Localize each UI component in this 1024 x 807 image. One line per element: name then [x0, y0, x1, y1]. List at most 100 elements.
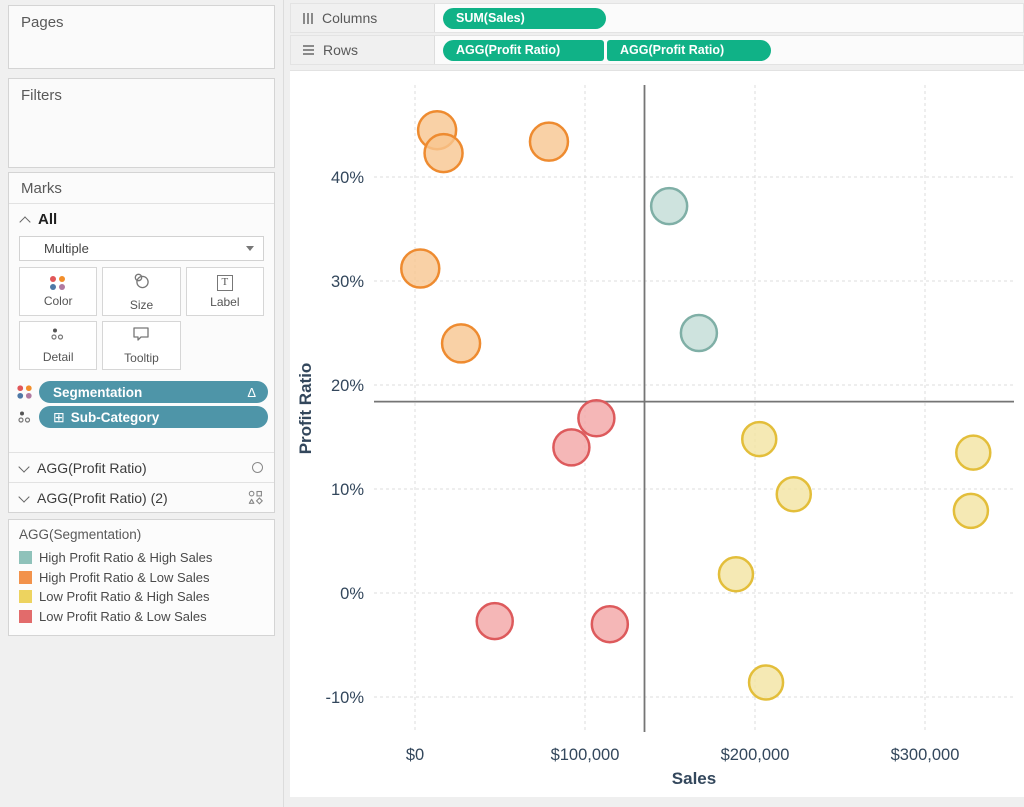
legend-swatch [19, 551, 32, 564]
agg-profit-ratio-section[interactable]: AGG(Profit Ratio) [9, 452, 274, 482]
detail-button[interactable]: Detail [19, 321, 97, 370]
collapse-chevron-icon[interactable] [19, 216, 30, 227]
data-point[interactable] [956, 436, 990, 470]
segmentation-pill-label: Segmentation [53, 385, 142, 400]
y-axis-tick-label: 20% [331, 377, 364, 395]
expand-plus-icon[interactable]: ⊞ [53, 409, 65, 426]
expand-chevron-icon[interactable] [18, 461, 29, 472]
y-axis-tick-label: 30% [331, 273, 364, 291]
legend-item-label: High Profit Ratio & High Sales [39, 550, 212, 565]
agg-profit-ratio-label: AGG(Profit Ratio) [37, 460, 147, 476]
legend-swatch [19, 610, 32, 623]
dropdown-arrow-icon[interactable] [246, 246, 254, 251]
legend-item[interactable]: Low Profit Ratio & Low Sales [19, 607, 264, 627]
size-button-label: Size [130, 298, 153, 312]
circle-shape-icon [252, 462, 263, 473]
color-icon [15, 385, 35, 399]
y-axis-tick-label: 40% [331, 169, 364, 187]
data-point[interactable] [442, 324, 480, 362]
legend-item[interactable]: High Profit Ratio & Low Sales [19, 568, 264, 588]
marks-pills: Segmentation Δ ⊞ Sub-Category [15, 381, 268, 428]
color-icon [50, 276, 66, 290]
legend-item[interactable]: High Profit Ratio & High Sales [19, 548, 264, 568]
legend-swatch [19, 590, 32, 603]
color-button[interactable]: Color [19, 267, 97, 316]
data-point[interactable] [592, 606, 628, 642]
rows-icon [303, 45, 314, 55]
mark-type-value: Multiple [44, 241, 89, 256]
side-panel: Pages Filters Marks All Multiple Color [0, 0, 284, 807]
scatter-plot: 40%30%20%10%0%-10%$0$100,000$200,000$300… [290, 71, 1024, 798]
color-legend-card: AGG(Segmentation) High Profit Ratio & Hi… [8, 519, 275, 636]
columns-shelf-label: Columns [291, 4, 435, 32]
filters-shelf-title: Filters [9, 79, 274, 110]
subcategory-pill-row: ⊞ Sub-Category [15, 406, 268, 428]
rows-shelf-pills: AGG(Profit Ratio) AGG(Profit Ratio) [435, 36, 1023, 64]
columns-icon [303, 13, 313, 24]
segmentation-pill-row: Segmentation Δ [15, 381, 268, 403]
data-point[interactable] [777, 477, 811, 511]
x-axis-tick-label: $100,000 [551, 746, 620, 764]
sum-sales-pill[interactable]: SUM(Sales) [443, 8, 606, 29]
rows-shelf-text: Rows [323, 42, 358, 58]
label-button-label: Label [210, 295, 239, 309]
data-point[interactable] [553, 429, 589, 465]
data-point[interactable] [681, 315, 717, 351]
data-point[interactable] [477, 603, 513, 639]
columns-shelf-text: Columns [322, 10, 377, 26]
tooltip-button[interactable]: Tooltip [102, 321, 180, 370]
tableau-workspace: Pages Filters Marks All Multiple Color [0, 0, 1024, 807]
data-point[interactable] [719, 557, 753, 591]
x-axis-title: Sales [672, 769, 716, 788]
size-button[interactable]: Size [102, 267, 180, 316]
agg-profit-ratio-pill-2[interactable]: AGG(Profit Ratio) [607, 40, 771, 61]
data-point[interactable] [578, 400, 614, 436]
data-point[interactable] [401, 250, 439, 288]
expand-chevron-icon[interactable] [18, 491, 29, 502]
color-button-label: Color [44, 294, 73, 308]
shapes-icon [248, 490, 263, 505]
marks-buttons: Color Size T Label Detail [19, 267, 264, 370]
agg-profit-ratio-2-section[interactable]: AGG(Profit Ratio) (2) [9, 482, 274, 512]
columns-shelf: Columns SUM(Sales) [290, 3, 1024, 33]
detail-icon [50, 327, 66, 346]
data-point[interactable] [651, 188, 687, 224]
label-icon: T [217, 275, 233, 291]
data-point[interactable] [954, 494, 988, 528]
data-point[interactable] [530, 123, 568, 161]
y-axis-tick-label: -10% [325, 689, 364, 707]
spacer [9, 428, 274, 452]
agg-profit-ratio-2-label: AGG(Profit Ratio) (2) [37, 490, 168, 506]
scatter-plot-view: 40%30%20%10%0%-10%$0$100,000$200,000$300… [290, 70, 1024, 797]
rows-shelf: Rows AGG(Profit Ratio) AGG(Profit Ratio) [290, 35, 1024, 65]
pages-shelf[interactable]: Pages [8, 5, 275, 69]
pages-shelf-title: Pages [9, 6, 274, 37]
marks-all-section-header[interactable]: All [9, 204, 274, 231]
y-axis-title: Profit Ratio [296, 363, 315, 455]
marks-card-title: Marks [9, 173, 274, 204]
legend-swatch [19, 571, 32, 584]
y-axis-tick-label: 10% [331, 481, 364, 499]
marks-all-label: All [38, 211, 57, 228]
data-point[interactable] [425, 134, 463, 172]
data-point[interactable] [742, 422, 776, 456]
detail-button-label: Detail [43, 350, 74, 364]
agg-profit-ratio-pill[interactable]: AGG(Profit Ratio) [443, 40, 604, 61]
mark-type-dropdown[interactable]: Multiple [19, 236, 264, 261]
legend-item-label: High Profit Ratio & Low Sales [39, 570, 210, 585]
delta-icon: Δ [247, 385, 256, 400]
subcategory-pill[interactable]: ⊞ Sub-Category [39, 406, 268, 428]
data-point[interactable] [749, 665, 783, 699]
legend-item[interactable]: Low Profit Ratio & High Sales [19, 587, 264, 607]
tooltip-button-label: Tooltip [124, 351, 159, 365]
size-icon [132, 272, 150, 294]
legend-items: High Profit Ratio & High Sales High Prof… [9, 547, 274, 627]
filters-shelf[interactable]: Filters [8, 78, 275, 168]
x-axis-tick-label: $300,000 [891, 746, 960, 764]
y-axis-tick-label: 0% [340, 585, 364, 603]
legend-item-label: Low Profit Ratio & Low Sales [39, 609, 207, 624]
label-button[interactable]: T Label [186, 267, 264, 316]
marks-card: Marks All Multiple Color Size [8, 172, 275, 513]
segmentation-pill[interactable]: Segmentation Δ [39, 381, 268, 403]
rows-shelf-label: Rows [291, 36, 435, 64]
